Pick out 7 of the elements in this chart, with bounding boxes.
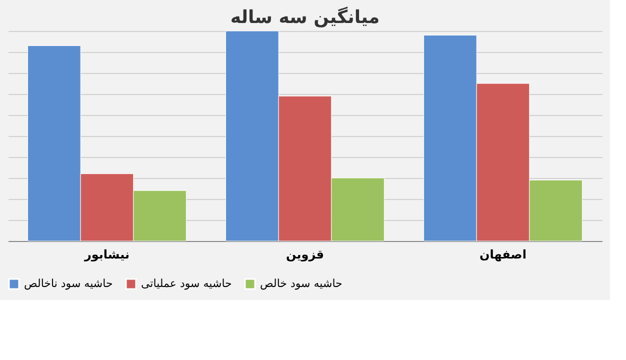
chart-title: میانگین سه ساله — [230, 6, 380, 28]
legend-label: حاشیه سود عملیاتی — [141, 277, 232, 290]
x-tick-label: اصفهان — [479, 248, 527, 262]
x-tick-label: قزوین — [286, 248, 324, 262]
legend-label: حاشیه سود ناخالص — [24, 277, 113, 290]
x-tick-label: نیشابور — [83, 248, 130, 262]
legend-label: حاشیه سود خالص — [260, 277, 342, 290]
